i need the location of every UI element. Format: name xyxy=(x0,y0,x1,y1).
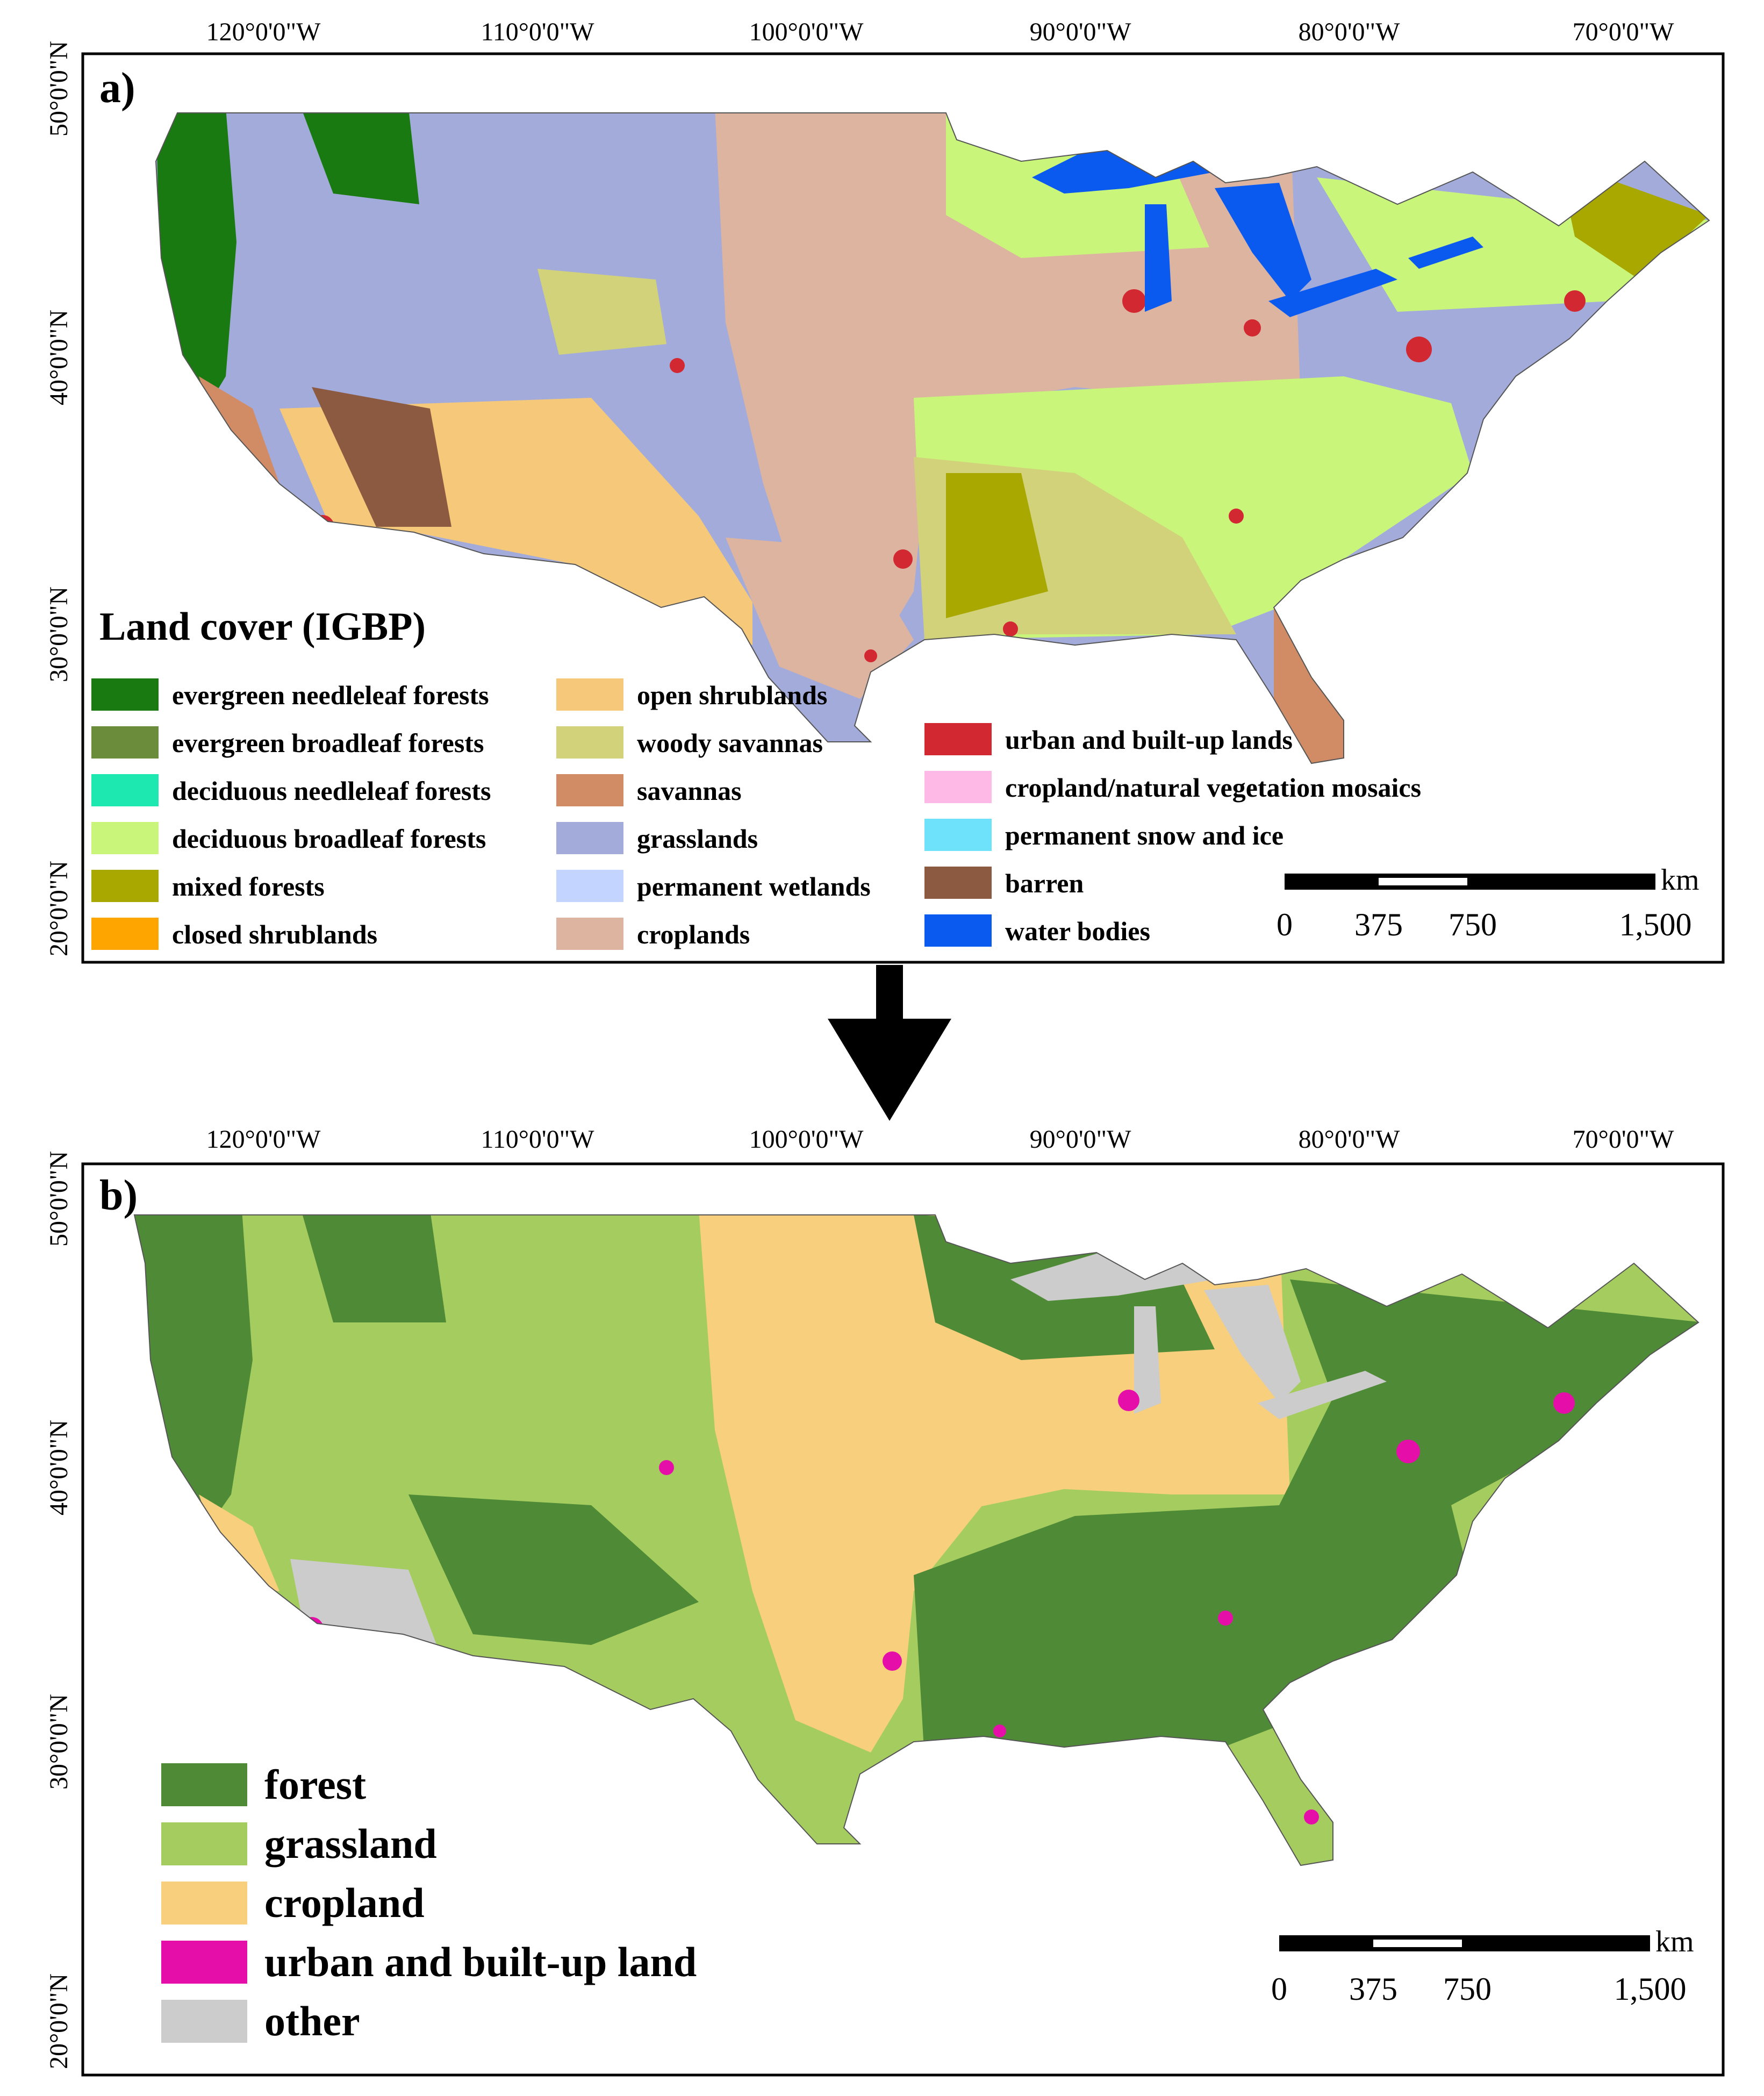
legend-swatch xyxy=(91,822,159,854)
lon-tick-label: 70°0'0"W xyxy=(1573,1125,1674,1154)
scale-label: 375 xyxy=(1354,907,1403,942)
lat-ticks-b: 50°0'0"N 40°0'0"N 30°0'0"N 20°0'0"N xyxy=(45,1151,73,2069)
lat-tick-label: 50°0'0"N xyxy=(45,41,73,137)
lon-ticks-b: 120°0'0"W 110°0'0"W 100°0'0"W 90°0'0"W 8… xyxy=(206,1125,1674,1154)
lat-tick-label: 50°0'0"N xyxy=(45,1151,73,1247)
lon-tick-label: 120°0'0"W xyxy=(206,18,321,46)
scale-label: 750 xyxy=(1449,907,1497,942)
legend-label: grasslands xyxy=(637,824,758,854)
legend-swatch xyxy=(161,1822,247,1865)
legend-label: barren xyxy=(1005,868,1084,898)
legend-label: savannas xyxy=(637,776,742,806)
legend-label: water bodies xyxy=(1005,916,1150,946)
scale-label: 0 xyxy=(1277,907,1293,942)
legend-swatch xyxy=(161,1941,247,1984)
lon-tick-label: 100°0'0"W xyxy=(749,1125,864,1154)
legend-label: open shrublands xyxy=(637,680,827,710)
panel-label-a: a) xyxy=(99,65,135,112)
legend-a: evergreen needleleaf forests evergreen br… xyxy=(91,678,1421,950)
legend-label: closed shrublands xyxy=(172,919,377,949)
lat-ticks-a: 50°0'0"N 40°0'0"N 30°0'0"N 20°0'0"N xyxy=(45,41,73,956)
legend-label: woody savannas xyxy=(637,728,823,758)
panel-a: 120°0'0"W 110°0'0"W 100°0'0"W 90°0'0"W 8… xyxy=(45,18,1725,964)
legend-swatch xyxy=(91,918,159,950)
legend-swatch xyxy=(556,678,623,711)
legend-swatch xyxy=(556,918,623,950)
legend-swatch xyxy=(556,822,623,854)
lon-tick-label: 90°0'0"W xyxy=(1030,18,1131,46)
legend-label: permanent snow and ice xyxy=(1005,820,1283,850)
legend-swatch xyxy=(91,678,159,711)
lat-tick-label: 40°0'0"N xyxy=(45,1420,73,1515)
scale-bar-b: km 0 375 750 1,500 xyxy=(1271,1925,1694,2007)
lon-tick-label: 100°0'0"W xyxy=(749,18,864,46)
legend-swatch xyxy=(161,2000,247,2043)
legend-swatch xyxy=(91,870,159,902)
legend-swatch xyxy=(556,774,623,806)
lat-tick-label: 30°0'0"N xyxy=(45,1694,73,1790)
legend-label: urban and built-up lands xyxy=(1005,725,1293,755)
legend-label: evergreen broadleaf forests xyxy=(172,728,484,758)
lon-ticks-a: 120°0'0"W 110°0'0"W 100°0'0"W 90°0'0"W 8… xyxy=(206,18,1674,46)
lon-tick-label: 80°0'0"W xyxy=(1299,18,1400,46)
legend-label: forest xyxy=(264,1761,366,1808)
panel-label-b: b) xyxy=(99,1172,138,1219)
scale-label: 750 xyxy=(1443,1971,1491,2007)
lon-tick-label: 110°0'0"W xyxy=(481,18,595,46)
legend-label: cropland/natural vegetation mosaics xyxy=(1005,772,1421,803)
legend-label: deciduous needleleaf forests xyxy=(172,776,491,806)
scale-label: 0 xyxy=(1271,1971,1287,2007)
panel-b: 120°0'0"W 110°0'0"W 100°0'0"W 90°0'0"W 8… xyxy=(45,1125,1725,2077)
lat-tick-label: 40°0'0"N xyxy=(45,310,73,405)
scale-unit: km xyxy=(1655,1925,1694,1958)
legend-title: Land cover (IGBP) xyxy=(99,605,426,649)
legend-label: deciduous broadleaf forests xyxy=(172,824,486,854)
lon-tick-label: 110°0'0"W xyxy=(481,1125,595,1154)
legend-swatch xyxy=(924,914,992,947)
scale-label: 1,500 xyxy=(1619,907,1692,942)
transition-arrow xyxy=(828,965,951,1121)
scale-bar-a: km 0 375 750 1,500 xyxy=(1277,863,1700,942)
lat-tick-label: 20°0'0"N xyxy=(45,1973,73,2069)
scale-label: 375 xyxy=(1349,1971,1397,2007)
legend-label: croplands xyxy=(637,919,750,949)
legend-swatch xyxy=(161,1763,247,1806)
legend-swatch xyxy=(556,870,623,902)
lon-tick-label: 120°0'0"W xyxy=(206,1125,321,1154)
legend-label: other xyxy=(264,1998,360,2044)
legend-swatch xyxy=(924,723,992,755)
legend-swatch xyxy=(556,726,623,759)
legend-label: grassland xyxy=(264,1820,437,1867)
legend-swatch xyxy=(924,819,992,851)
legend-swatch xyxy=(924,771,992,803)
legend-label: evergreen needleleaf forests xyxy=(172,680,489,710)
scale-label: 1,500 xyxy=(1614,1971,1687,2007)
legend-swatch xyxy=(91,726,159,759)
lon-tick-label: 70°0'0"W xyxy=(1573,18,1674,46)
lat-tick-label: 30°0'0"N xyxy=(45,586,73,682)
scale-unit: km xyxy=(1661,863,1700,897)
legend-label: urban and built-up land xyxy=(264,1938,697,1985)
lon-tick-label: 90°0'0"W xyxy=(1030,1125,1131,1154)
legend-label: permanent wetlands xyxy=(637,871,871,902)
legend-b: forest grassland cropland urban and built-u… xyxy=(161,1761,697,2044)
lon-tick-label: 80°0'0"W xyxy=(1299,1125,1400,1154)
legend-swatch xyxy=(924,867,992,899)
lat-tick-label: 20°0'0"N xyxy=(45,861,73,956)
legend-swatch xyxy=(91,774,159,806)
legend-swatch xyxy=(161,1882,247,1925)
legend-label: cropland xyxy=(264,1879,425,1926)
legend-label: mixed forests xyxy=(172,871,325,902)
